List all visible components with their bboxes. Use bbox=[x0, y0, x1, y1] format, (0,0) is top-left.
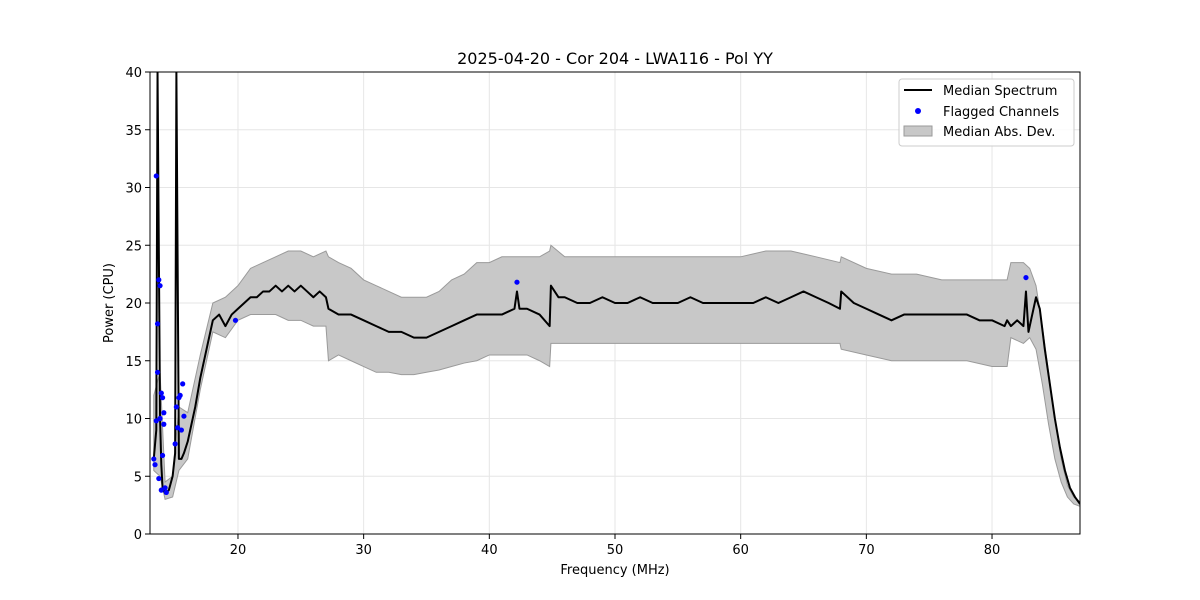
legend-flagged-swatch bbox=[915, 108, 921, 114]
y-tick-label: 25 bbox=[125, 239, 142, 254]
x-tick-label: 80 bbox=[984, 543, 1001, 558]
x-tick-label: 50 bbox=[607, 543, 624, 558]
axis-ticks: 20 30 40 50 60 70 80 0 5 10 15 20 25 30 35 40 bbox=[125, 66, 1000, 558]
flagged-channel-point bbox=[175, 425, 181, 431]
y-tick-label: 35 bbox=[125, 124, 142, 139]
median-spectrum-line bbox=[152, 72, 1080, 505]
flagged-channel-point bbox=[161, 410, 167, 416]
plot-area: 20 30 40 50 60 70 80 0 5 10 15 20 25 30 35 40 bbox=[125, 66, 1081, 558]
x-tick-label: 60 bbox=[732, 543, 749, 558]
flagged-channel-point bbox=[159, 395, 166, 401]
flagged-channel-point bbox=[181, 413, 187, 419]
flagged-channel-point bbox=[158, 487, 164, 493]
flagged-channel-point bbox=[172, 441, 178, 447]
flagged-channel-point bbox=[157, 283, 163, 289]
y-tick-label: 20 bbox=[125, 297, 142, 312]
flagged-channel-point bbox=[232, 317, 239, 323]
flagged-channel-point bbox=[151, 456, 157, 462]
legend-box bbox=[898, 78, 1075, 147]
legend: Median Spectrum Flagged Channels Median … bbox=[898, 78, 1075, 147]
legend-mad-label: Median Abs. Dev. bbox=[943, 125, 1055, 140]
legend-mad-swatch bbox=[903, 125, 933, 137]
y-tick-label: 0 bbox=[134, 528, 142, 543]
y-tick-label: 10 bbox=[125, 413, 142, 428]
flagged-channel-point bbox=[180, 381, 186, 387]
flagged-channel-point bbox=[156, 277, 162, 283]
legend-median-label: Median Spectrum bbox=[943, 84, 1057, 99]
flagged-channel-point bbox=[153, 418, 159, 424]
flagged-channel-point bbox=[154, 321, 161, 327]
flagged-channel-point bbox=[156, 475, 162, 482]
flagged-channel-point bbox=[154, 369, 161, 375]
flagged-channel-point bbox=[163, 489, 169, 496]
flagged-channel-point bbox=[157, 415, 163, 422]
x-tick-label: 30 bbox=[355, 543, 372, 558]
flagged-channel-point bbox=[514, 279, 520, 285]
flagged-channel-point bbox=[178, 427, 185, 433]
flagged-channel-point bbox=[152, 462, 158, 468]
flagged-channel-point bbox=[159, 452, 166, 459]
y-tick-label: 30 bbox=[125, 182, 142, 197]
y-tick-label: 15 bbox=[125, 355, 142, 370]
y-axis-label: Power (CPU) bbox=[102, 263, 117, 343]
x-tick-label: 40 bbox=[481, 543, 498, 558]
flagged-channel-point bbox=[1023, 274, 1029, 281]
y-tick-label: 40 bbox=[125, 66, 142, 81]
flagged-channel-point bbox=[177, 392, 183, 398]
x-axis-label: Frequency (MHz) bbox=[560, 563, 669, 578]
mad-band bbox=[153, 244, 1080, 507]
flagged-channel-point bbox=[173, 404, 179, 410]
y-tick-label: 5 bbox=[134, 470, 142, 485]
chart-title: 2025-04-20 - Cor 204 - LWA116 - Pol YY bbox=[457, 49, 773, 68]
flagged-channel-point bbox=[162, 485, 168, 491]
x-tick-label: 20 bbox=[230, 543, 247, 558]
x-tick-label: 70 bbox=[858, 543, 875, 558]
flagged-channel-point bbox=[161, 421, 167, 427]
legend-flagged-label: Flagged Channels bbox=[943, 105, 1059, 120]
data-layer bbox=[151, 72, 1080, 507]
flagged-channel-point bbox=[158, 390, 164, 396]
flagged-channel-point bbox=[153, 173, 159, 179]
